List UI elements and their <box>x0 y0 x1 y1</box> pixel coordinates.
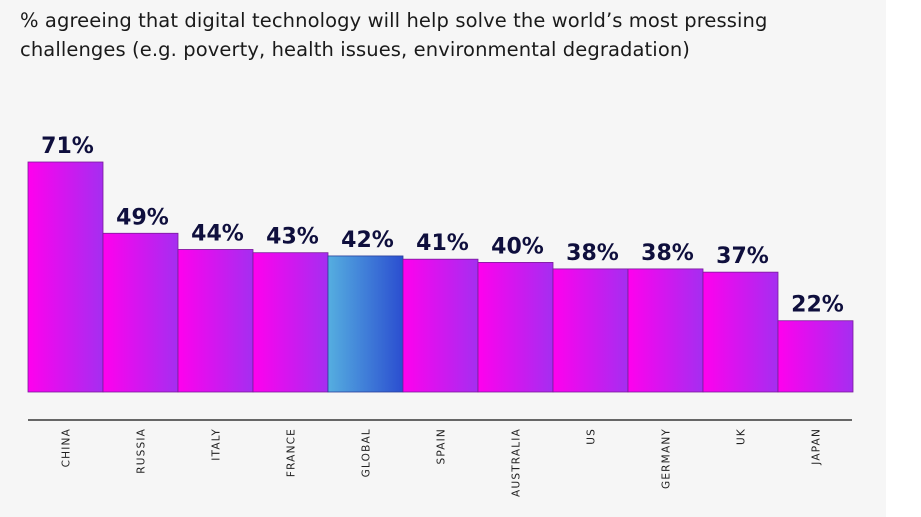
value-label-japan: 22% <box>791 293 844 318</box>
category-label-global: GLOBAL <box>361 428 373 477</box>
category-label-france: FRANCE <box>286 428 298 477</box>
bar-italy <box>177 249 254 393</box>
value-label-china: 71% <box>41 134 94 159</box>
category-label-russia: RUSSIA <box>136 428 148 474</box>
bar-chart: 71% 49% 44% 43% 42% 41% 40% 38% 38% 37% 22% CHINA R… <box>27 134 854 497</box>
value-label-italy: 44% <box>191 221 244 246</box>
category-label-germany: GERMANY <box>661 428 673 489</box>
value-label-uk: 37% <box>716 244 769 269</box>
bars-group <box>27 161 854 393</box>
bar-china <box>27 161 104 393</box>
category-label-italy: ITALY <box>211 428 223 461</box>
category-label-australia: AUSTRALIA <box>511 428 523 497</box>
bar-uk <box>702 271 779 393</box>
value-label-us: 38% <box>566 241 619 266</box>
value-labels-group: 71% 49% 44% 43% 42% 41% 40% 38% 38% 37% 22% <box>41 134 844 318</box>
chart-title-line-2: challenges (e.g. poverty, health issues,… <box>20 38 691 61</box>
bar-russia <box>102 232 179 393</box>
value-label-france: 43% <box>266 225 319 250</box>
value-label-russia: 49% <box>116 205 169 230</box>
value-label-spain: 41% <box>416 231 469 256</box>
chart-title: % agreeing that digital technology will … <box>20 6 880 64</box>
value-label-australia: 40% <box>491 234 544 259</box>
category-label-spain: SPAIN <box>436 428 448 464</box>
bar-japan <box>777 320 854 393</box>
bar-australia <box>477 262 554 393</box>
bar-us <box>552 268 629 393</box>
category-label-japan: JAPAN <box>811 428 823 466</box>
category-label-us: US <box>586 428 598 445</box>
chart-title-line-1: % agreeing that digital technology will … <box>20 9 768 32</box>
bar-spain <box>402 258 479 393</box>
bar-germany <box>627 268 704 393</box>
category-labels-group: CHINA RUSSIA ITALY FRANCE GLOBAL SPAIN AUSTRAL… <box>61 428 823 497</box>
bar-global <box>327 255 404 393</box>
value-label-germany: 38% <box>641 241 694 266</box>
value-label-global: 42% <box>341 228 394 253</box>
category-label-uk: UK <box>736 428 748 445</box>
bar-france <box>252 252 329 393</box>
category-label-china: CHINA <box>61 428 73 467</box>
